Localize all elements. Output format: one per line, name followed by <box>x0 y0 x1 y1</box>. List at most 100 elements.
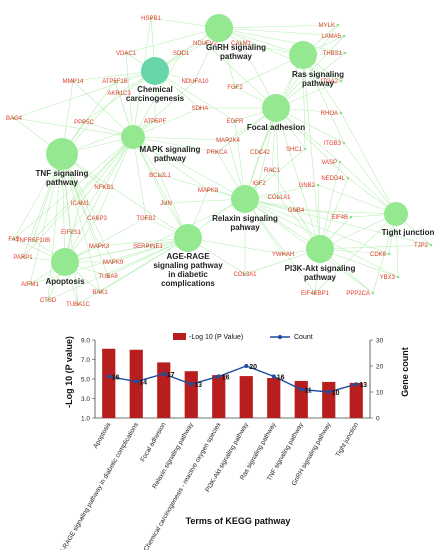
gene-node <box>233 119 237 123</box>
bar <box>129 349 143 418</box>
gene-label: CTSD <box>40 298 57 304</box>
network-edge <box>244 198 352 218</box>
count-point <box>299 387 304 392</box>
gene-node <box>233 85 237 89</box>
gene-label: COL3A1 <box>233 272 257 278</box>
network-edge <box>47 153 63 301</box>
gene-label: EIF2S1 <box>61 230 82 236</box>
category-label: Focal adhesion <box>139 421 167 463</box>
count-label: 11 <box>304 387 312 394</box>
network-edge <box>132 52 182 138</box>
network-edge <box>96 136 134 219</box>
gene-node <box>339 111 343 115</box>
gene-label: ICAM1 <box>71 201 90 207</box>
network-genes: HSPB1 MYLK NDUFV2 CALM1 LAMA5 VDAC1 SOD1 THBS1 M… <box>6 16 433 308</box>
network-edge <box>319 244 432 250</box>
gene-label: SERPINE1 <box>133 244 163 250</box>
pathway-label: pathway <box>46 178 79 187</box>
pathway-node <box>46 138 78 170</box>
gene-node <box>102 185 106 189</box>
x-axis-title: Terms of KEGG pathway <box>186 516 291 526</box>
legend: -Log 10 (P Value) Count <box>173 333 313 341</box>
gene-label: NDUFA10 <box>181 79 209 85</box>
pathway-label: TNF signaling <box>36 169 89 178</box>
count-label: 10 <box>332 390 340 397</box>
gene-node <box>149 16 153 20</box>
gene-node <box>243 272 247 276</box>
network-edge <box>244 198 321 250</box>
gene-label: LAMA5 <box>321 34 341 40</box>
gene-label: FAS <box>8 237 19 243</box>
bar <box>102 348 116 418</box>
network-edge <box>83 70 156 123</box>
gene-label: PRKCA <box>207 150 228 156</box>
y2-tick-label: 30 <box>376 338 384 345</box>
gene-label: NDUFV2 <box>193 41 218 47</box>
gene-node <box>346 176 350 180</box>
pathway-node <box>262 94 290 122</box>
network-edge <box>275 52 346 109</box>
gene-node <box>158 173 162 177</box>
count-label: 13 <box>194 382 202 389</box>
gene-node <box>371 291 375 295</box>
gene-node <box>316 183 320 187</box>
pathway-node <box>205 14 233 42</box>
category-label: Tight junction <box>335 421 360 458</box>
network-edge <box>275 107 321 250</box>
gene-label: PPP5C <box>74 120 94 126</box>
legend-bar-swatch <box>173 333 186 340</box>
y2-tick-label: 10 <box>376 390 384 397</box>
pathway-label: pathway <box>302 79 335 88</box>
gene-node <box>46 298 50 302</box>
network-edge <box>340 112 397 215</box>
network-edge <box>64 237 189 263</box>
network-edge <box>13 70 156 119</box>
count-label: 13 <box>359 382 367 389</box>
network-edge <box>187 237 284 255</box>
y-tick-label: 5.0 <box>81 377 90 384</box>
gene-node <box>124 51 128 55</box>
network-edge <box>70 136 134 233</box>
count-point <box>161 371 166 376</box>
y-axis-title: -Log 10 (P value) <box>64 336 74 408</box>
network-edge <box>61 153 114 263</box>
gene-node <box>71 79 75 83</box>
y2-tick-label: 0 <box>376 416 380 423</box>
network-edge <box>132 136 209 191</box>
network-edge <box>32 136 134 241</box>
network-edge <box>154 70 236 122</box>
y-tick-label: 3.0 <box>81 396 90 403</box>
network-edge <box>218 27 342 82</box>
pathway-label: MAPK signaling <box>140 145 201 154</box>
y-tick-label: 1.0 <box>81 416 90 423</box>
gene-node <box>313 291 317 295</box>
gene-label: GNB4 <box>288 208 305 214</box>
gene-node <box>82 120 86 124</box>
gene-node <box>97 244 101 248</box>
network-edge <box>125 52 134 138</box>
gene-node <box>164 201 168 205</box>
count-point <box>271 374 276 379</box>
gene-label: SHC1 <box>286 147 303 153</box>
network-edge <box>61 120 156 155</box>
network-edge <box>339 161 397 215</box>
network-edge <box>147 198 246 247</box>
bar <box>184 371 198 418</box>
gene-node <box>342 141 346 145</box>
network-edge <box>302 54 345 144</box>
network-edge <box>29 153 63 285</box>
gene-node <box>78 201 82 205</box>
gene-node <box>76 302 80 306</box>
network-edge <box>132 136 218 153</box>
gene-label: VASP <box>321 160 337 166</box>
network-edge <box>132 136 246 200</box>
pathway-label: complications <box>161 279 215 288</box>
gene-node <box>153 119 157 123</box>
y-tick-label: 7.0 <box>81 357 90 364</box>
gene-node <box>343 51 347 55</box>
network-edge <box>132 136 189 239</box>
gene-node <box>349 215 353 219</box>
gene-label: CALM1 <box>231 41 252 47</box>
gene-node <box>270 168 274 172</box>
